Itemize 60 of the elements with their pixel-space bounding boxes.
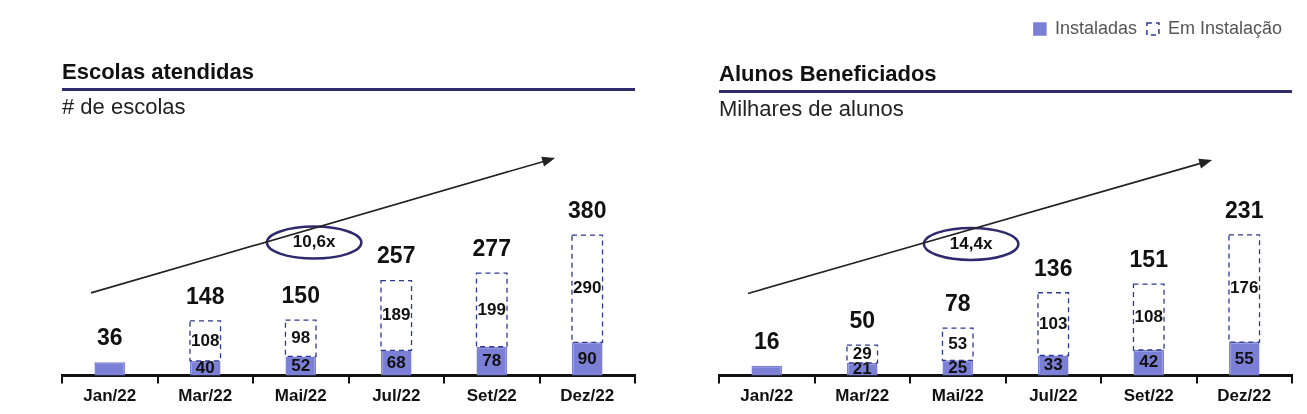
x-tick-label: Mar/22 xyxy=(178,386,233,406)
x-tick-label: Jan/22 xyxy=(740,386,794,406)
bar xyxy=(1228,234,1261,343)
chart-subtitle: Milhares de alunos xyxy=(719,95,904,121)
total-label: 50 xyxy=(849,306,876,333)
x-tick-label: Jul/22 xyxy=(372,386,421,406)
data-label: 290 xyxy=(573,278,602,298)
bar xyxy=(475,272,508,348)
bar xyxy=(941,327,974,362)
bar xyxy=(284,319,317,358)
chart-title: Escolas atendidas xyxy=(62,59,254,85)
total-label: 231 xyxy=(1225,196,1264,223)
total-label: 380 xyxy=(568,197,607,223)
data-label: 40 xyxy=(195,357,215,377)
legend-label: Instaladas xyxy=(1054,17,1137,38)
x-tick-label: Mar/22 xyxy=(835,386,890,406)
x-tick-label: Mai/22 xyxy=(274,386,327,406)
total-label: 150 xyxy=(281,282,320,308)
chart-title: Alunos Beneficiados xyxy=(719,61,937,87)
x-tick-label: Dez/22 xyxy=(560,386,615,406)
bar xyxy=(1037,292,1070,357)
data-label: 108 xyxy=(1134,306,1163,326)
bar xyxy=(380,279,413,352)
data-label: 53 xyxy=(948,333,968,353)
total-label: 277 xyxy=(472,235,511,262)
annotation: 14,4x xyxy=(949,233,993,253)
x-tick-label: Set/22 xyxy=(1123,386,1174,406)
x-tick-label: Jan/22 xyxy=(83,386,137,406)
total-label: 16 xyxy=(753,327,780,354)
data-label: 103 xyxy=(1039,313,1068,333)
total-label: 36 xyxy=(96,324,123,351)
data-label: 98 xyxy=(291,327,311,347)
legend-label: Em Instalação xyxy=(1167,17,1283,38)
data-label: 68 xyxy=(386,352,406,372)
data-label: 42 xyxy=(1139,352,1159,372)
x-tick-label: Set/22 xyxy=(466,386,517,406)
x-tick-label: Jul/22 xyxy=(1029,386,1078,406)
data-label: 25 xyxy=(948,357,968,377)
data-label: 176 xyxy=(1230,278,1259,298)
total-label: 257 xyxy=(377,242,416,269)
total-label: 151 xyxy=(1129,246,1169,273)
chart-subtitle: # de escolas xyxy=(62,93,186,119)
total-label: 78 xyxy=(944,289,971,316)
data-label: 108 xyxy=(191,330,220,350)
bar xyxy=(1132,283,1165,351)
bar xyxy=(571,234,604,343)
total-label: 148 xyxy=(186,282,225,309)
data-label: 52 xyxy=(291,355,311,375)
data-label: 199 xyxy=(477,299,506,319)
bar xyxy=(189,320,222,362)
data-label: 55 xyxy=(1234,348,1254,368)
data-label: 33 xyxy=(1043,355,1063,375)
data-label: 189 xyxy=(382,305,411,325)
total-label: 136 xyxy=(1034,254,1073,281)
data-label: 90 xyxy=(577,348,597,368)
data-label: 78 xyxy=(482,350,502,370)
annotation: 10,6x xyxy=(292,232,336,252)
x-tick-label: Mai/22 xyxy=(931,386,984,406)
x-tick-label: Dez/22 xyxy=(1217,386,1272,406)
bar xyxy=(846,344,879,364)
